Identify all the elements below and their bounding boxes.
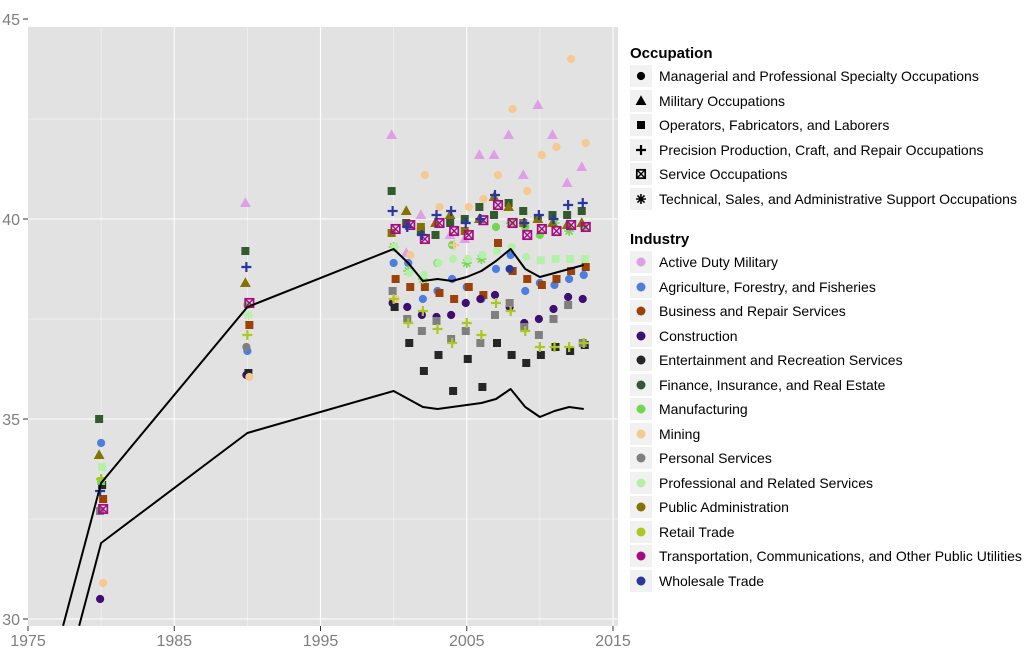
legend-item: Agriculture, Forestry, and Fisheries [630, 275, 1024, 300]
color-swatch-icon [630, 398, 652, 421]
legend-item-label: Active Duty Military [659, 254, 779, 271]
legend-item-label: Operators, Fabricators, and Laborers [659, 117, 890, 134]
industry-legend-title: Industry [630, 231, 690, 248]
legend-item: Precision Production, Craft, and Repair … [630, 138, 1024, 163]
legend-item: Technical, Sales, and Administrative Sup… [630, 187, 1024, 212]
asterisk-marker-icon [630, 187, 652, 210]
legend-item: Active Duty Military [630, 250, 1024, 275]
color-swatch-icon [630, 520, 652, 543]
series-professional-and-related-services [98, 242, 589, 471]
legend-item: Business and Repair Services [630, 299, 1024, 324]
legend-item: Personal Services [630, 446, 1024, 471]
legend-item-label: Military Occupations [659, 92, 786, 109]
color-swatch-icon [630, 496, 652, 519]
boxx-marker-icon [630, 163, 652, 186]
color-swatch-icon [630, 300, 652, 323]
legend-item-label: Construction [659, 327, 738, 344]
legend: Occupation Managerial and Professional S… [630, 44, 1024, 593]
circle-marker-icon [630, 65, 652, 88]
legend-item-label: Precision Production, Craft, and Repair … [659, 141, 984, 158]
legend-item-label: Professional and Related Services [659, 474, 874, 491]
color-swatch-icon [630, 545, 652, 568]
color-swatch-icon [630, 349, 652, 372]
legend-item-label: Agriculture, Forestry, and Fisheries [659, 278, 876, 295]
industry-legend: Industry Active Duty Military Agriculture… [630, 230, 1024, 593]
legend-item: Service Occupations [630, 162, 1024, 187]
legend-item: Wholesale Trade [630, 569, 1024, 594]
square-marker-icon [630, 114, 652, 137]
legend-item: Construction [630, 324, 1024, 349]
y-axis-label: 40 [2, 212, 20, 229]
color-swatch-icon [630, 422, 652, 445]
legend-item: Finance, Insurance, and Real Estate [630, 373, 1024, 398]
legend-item-label: Public Administration [659, 499, 789, 516]
legend-item: Managerial and Professional Specialty Oc… [630, 64, 1024, 89]
legend-item-label: Manufacturing [659, 401, 748, 418]
legend-item-label: Technical, Sales, and Administrative Sup… [659, 190, 1017, 207]
plus-marker-icon [630, 138, 652, 161]
legend-item-label: Service Occupations [659, 166, 788, 183]
x-axis-label: 1985 [156, 633, 192, 650]
legend-item-label: Retail Trade [659, 523, 735, 540]
industry-legend-rows: Active Duty Military Agriculture, Forestr… [630, 250, 1024, 593]
legend-item-label: Finance, Insurance, and Real Estate [659, 376, 886, 393]
legend-item: Transportation, Communications, and Othe… [630, 544, 1024, 569]
x-axis-label: 1975 [10, 633, 46, 650]
occupation-legend: Occupation Managerial and Professional S… [630, 44, 1024, 211]
legend-item-label: Entertainment and Recreation Services [659, 352, 903, 369]
color-swatch-icon [630, 447, 652, 470]
x-axis-label: 2005 [449, 633, 485, 650]
trend-line-lower [78, 388, 584, 627]
series-transportation-communications-and-other-public-utilities [98, 199, 591, 515]
x-axis-label: 1995 [303, 633, 339, 650]
y-axis-label: 45 [2, 12, 20, 29]
series-business-and-repair-services [99, 239, 590, 503]
y-axis-label: 35 [2, 412, 20, 429]
legend-item-label: Business and Repair Services [659, 303, 846, 320]
legend-item: Military Occupations [630, 89, 1024, 114]
legend-item-label: Wholesale Trade [659, 572, 765, 589]
y-axis-label: 30 [2, 612, 20, 629]
triangle-marker-icon [630, 89, 652, 112]
occupation-legend-title: Occupation [630, 45, 713, 62]
series-mining [99, 54, 590, 588]
legend-item: Operators, Fabricators, and Laborers [630, 113, 1024, 138]
legend-item: Retail Trade [630, 520, 1024, 545]
legend-item: Public Administration [630, 495, 1024, 520]
trend-line-upper [62, 248, 585, 627]
legend-item: Entertainment and Recreation Services [630, 348, 1024, 373]
legend-item: Mining [630, 422, 1024, 447]
legend-item: Manufacturing [630, 397, 1024, 422]
legend-item-label: Mining [659, 425, 701, 442]
color-swatch-icon [630, 324, 652, 347]
legend-item-label: Personal Services [659, 450, 772, 467]
series-retail-trade [96, 294, 589, 484]
legend-item-label: Managerial and Professional Specialty Oc… [659, 68, 979, 85]
series-wholesale-trade [95, 190, 588, 496]
color-swatch-icon [630, 275, 652, 298]
panel-background [28, 27, 618, 626]
color-swatch-icon [630, 251, 652, 274]
color-swatch-icon [630, 373, 652, 396]
occupation-legend-rows: Managerial and Professional Specialty Oc… [630, 64, 1024, 211]
color-swatch-icon [630, 471, 652, 494]
color-swatch-icon [630, 569, 652, 592]
legend-item: Professional and Related Services [630, 471, 1024, 496]
x-axis-label: 2015 [595, 633, 631, 650]
legend-item-label: Transportation, Communications, and Othe… [659, 548, 1022, 565]
